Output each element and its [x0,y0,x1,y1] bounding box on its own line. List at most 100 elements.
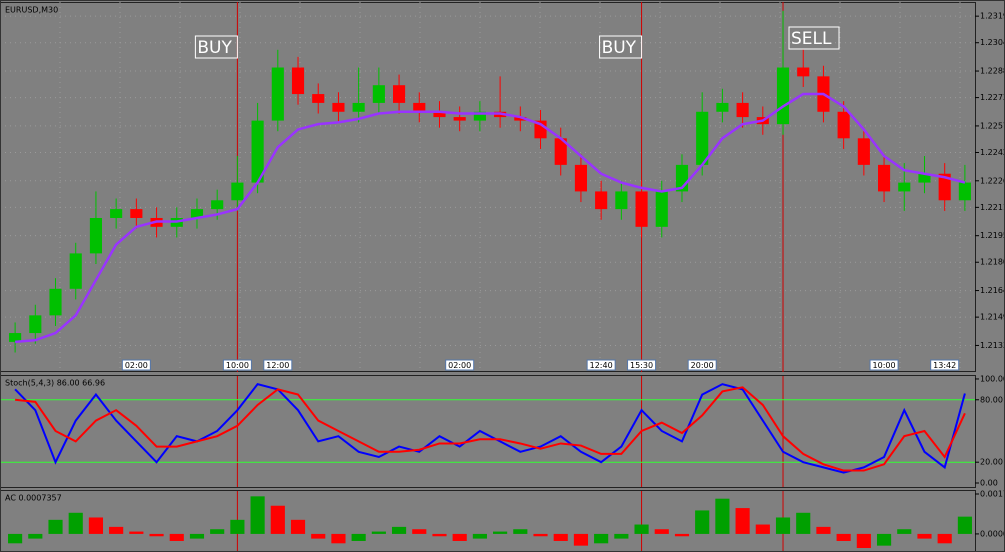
ac-bar [816,526,831,534]
candle-body [958,182,971,201]
y-tick-label: 1.2226 [980,176,1005,185]
candle-body [372,85,385,103]
ac-bar [371,531,386,534]
y-tick-label: 1.2149 [980,313,1005,322]
time-label: 10:00 [226,361,249,370]
time-label: 13:42 [933,361,956,370]
panel-frame [0,490,976,552]
candle-body [352,102,365,112]
y-tick-label: 1.2257 [980,121,1005,130]
candle-body [514,117,527,121]
ac-bar [836,533,851,541]
ac-bar [412,529,427,534]
ac-bar [8,533,23,544]
candle-body [878,164,891,192]
candle-body [89,217,102,254]
candle-body [453,117,466,121]
moving-average [14,92,966,344]
ac-bar [493,531,508,534]
y-tick-label: 20.00 [980,458,1003,467]
y-tick-label: 0.00 [980,479,998,488]
annotation-box [194,35,238,59]
time-label-bg [445,359,475,371]
ac-bar [290,519,306,534]
annotation: SELL [791,29,832,49]
time-label-bg [930,359,960,371]
ac-bar [775,517,791,534]
ac-bar [250,496,265,534]
ac-bar [230,519,245,534]
ac-bar [594,533,609,544]
y-tick-label: 80.00 [980,395,1003,404]
candle-body [797,67,810,77]
annotation-box [599,35,643,59]
candle-body [332,102,345,112]
candle-body [696,111,709,165]
ac-bar [88,517,104,534]
time-label: 20:00 [691,361,714,370]
candle-body [9,333,22,342]
candle-body [291,67,305,95]
time-label-bg [869,359,899,371]
annotation: BUY [197,38,232,58]
panel-title: Stoch(5,4,3) 86.00 66.96 [5,379,105,388]
candle-body [615,191,628,210]
time-label-bg [222,359,252,371]
ac-bar [331,533,346,544]
candle-body [29,315,42,334]
candle-body [716,102,729,112]
candle-body [413,102,426,112]
time-label: 15:30 [630,361,653,370]
ac-bar [654,529,669,534]
y-tick-label: 1.2164 [980,286,1005,295]
ac-bar [715,498,730,534]
candle-body [837,111,850,139]
time-label: 12:40 [590,361,613,370]
ac-bar [957,516,972,534]
time-label-bg [687,359,717,371]
ac-bar [68,512,83,534]
ac-bar [937,533,952,544]
ac-bar [897,529,912,534]
candle-body [938,173,951,201]
ac-bar [109,526,124,534]
candle-body [776,67,790,125]
ac-bar [533,533,548,537]
panel-title: EURUSD,M30 [5,6,58,15]
time-label-bg [627,359,657,371]
ac-bar [796,512,811,534]
stoch-line [15,386,966,472]
y-tick-label: 1.2288 [980,67,1005,76]
panel-title: AC 0.0007357 [5,494,62,503]
candle-body [190,209,204,218]
ac-bar [210,529,225,534]
ac-bar [573,533,589,546]
candle-body [251,120,264,183]
y-tick-label: 1.2273 [980,93,1005,102]
panel-frame [0,2,976,372]
y-tick-label: 1.2195 [980,231,1005,240]
ac-bar [472,533,487,539]
time-label-bg [586,359,616,371]
ac-bar [189,533,205,539]
time-label-bg [263,359,293,371]
ac-bar [513,529,528,534]
ac-bar [634,524,649,534]
candle-body [231,182,244,201]
time-label-bg [121,359,151,371]
ac-bar [674,533,690,537]
y-tick-label: 1.2180 [980,258,1005,267]
ac-bar [755,524,770,534]
candle-body [312,94,325,103]
ac-bar [735,508,750,534]
ac-bar [432,533,447,537]
candle-body [918,173,931,183]
candle-body [655,191,668,227]
y-tick-label: 0.0000 [980,529,1005,538]
y-tick-label: 1.2319 [980,12,1005,21]
candle-body [433,111,446,118]
y-tick-label: 1.2304 [980,38,1005,47]
